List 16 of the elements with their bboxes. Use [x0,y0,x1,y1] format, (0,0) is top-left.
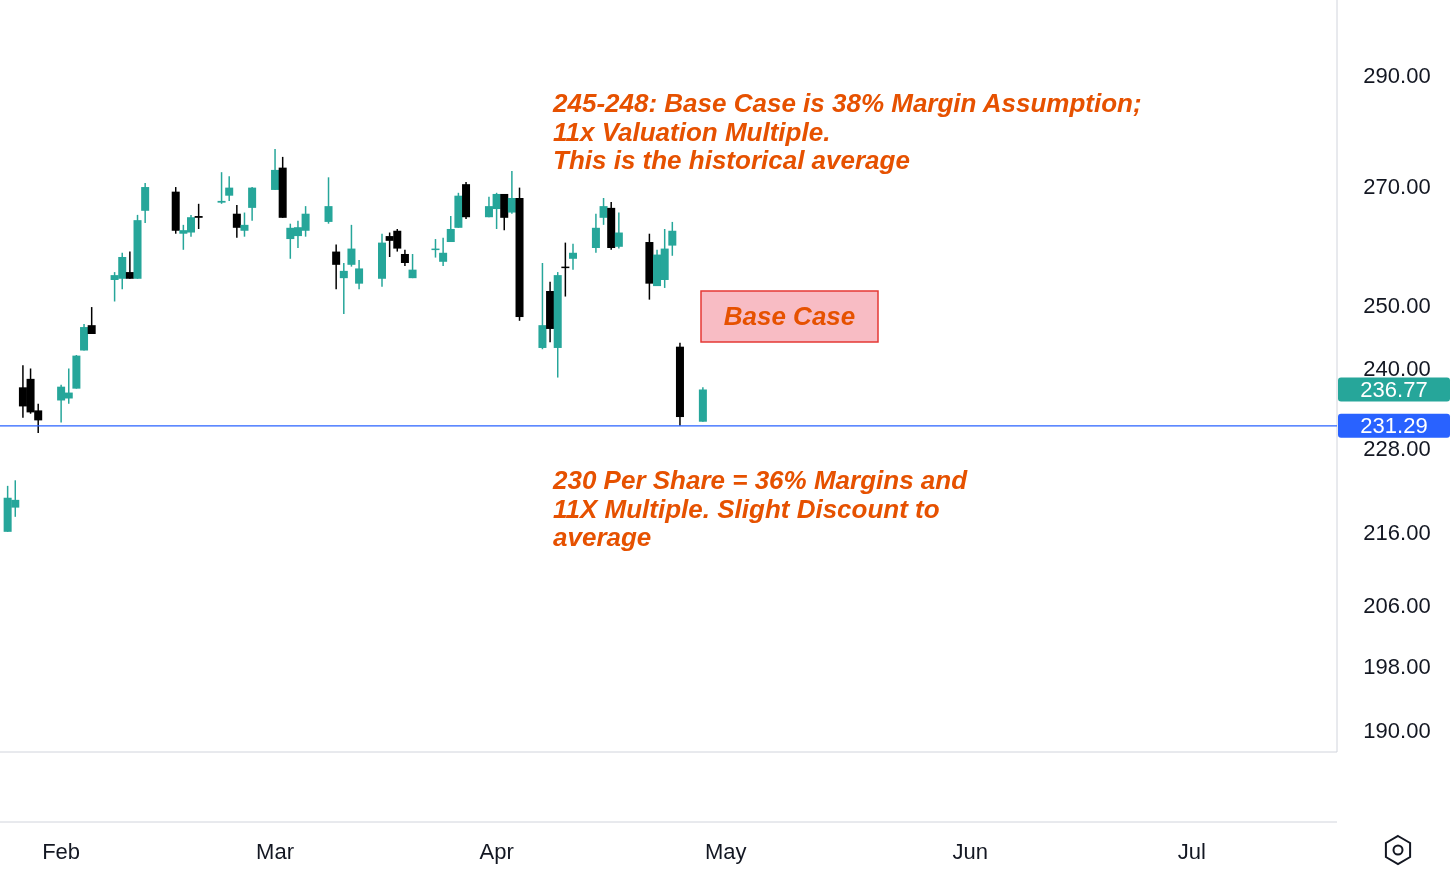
x-tick-label: Jul [1177,838,1206,864]
annotation: 230 Per Share = 36% Margins and 11X Multiple. Slight Discount to average [552,465,969,553]
y-tick-label: 270.00 [1363,173,1431,199]
x-tick-label: Feb [42,838,81,864]
y-tick-label: 250.00 [1363,292,1431,318]
y-tick-label: 290.00 [1363,62,1431,88]
x-tick-label: Jun [952,838,989,864]
y-tick-label: 198.00 [1363,654,1431,680]
x-tick-label: Mar [256,838,294,864]
annotation: Base Case [723,301,856,332]
y-tick-label: 206.00 [1363,593,1431,618]
y-tick-label: 190.00 [1363,718,1431,744]
x-tick-label: May [705,838,747,864]
y-tick-label: 216.00 [1363,519,1431,545]
x-tick-label: Apr [479,838,514,864]
annotation: 245-248: Base Case is 38% Margin Assumption; 11x Valuation Multiple. This is the historical average [552,88,1142,176]
